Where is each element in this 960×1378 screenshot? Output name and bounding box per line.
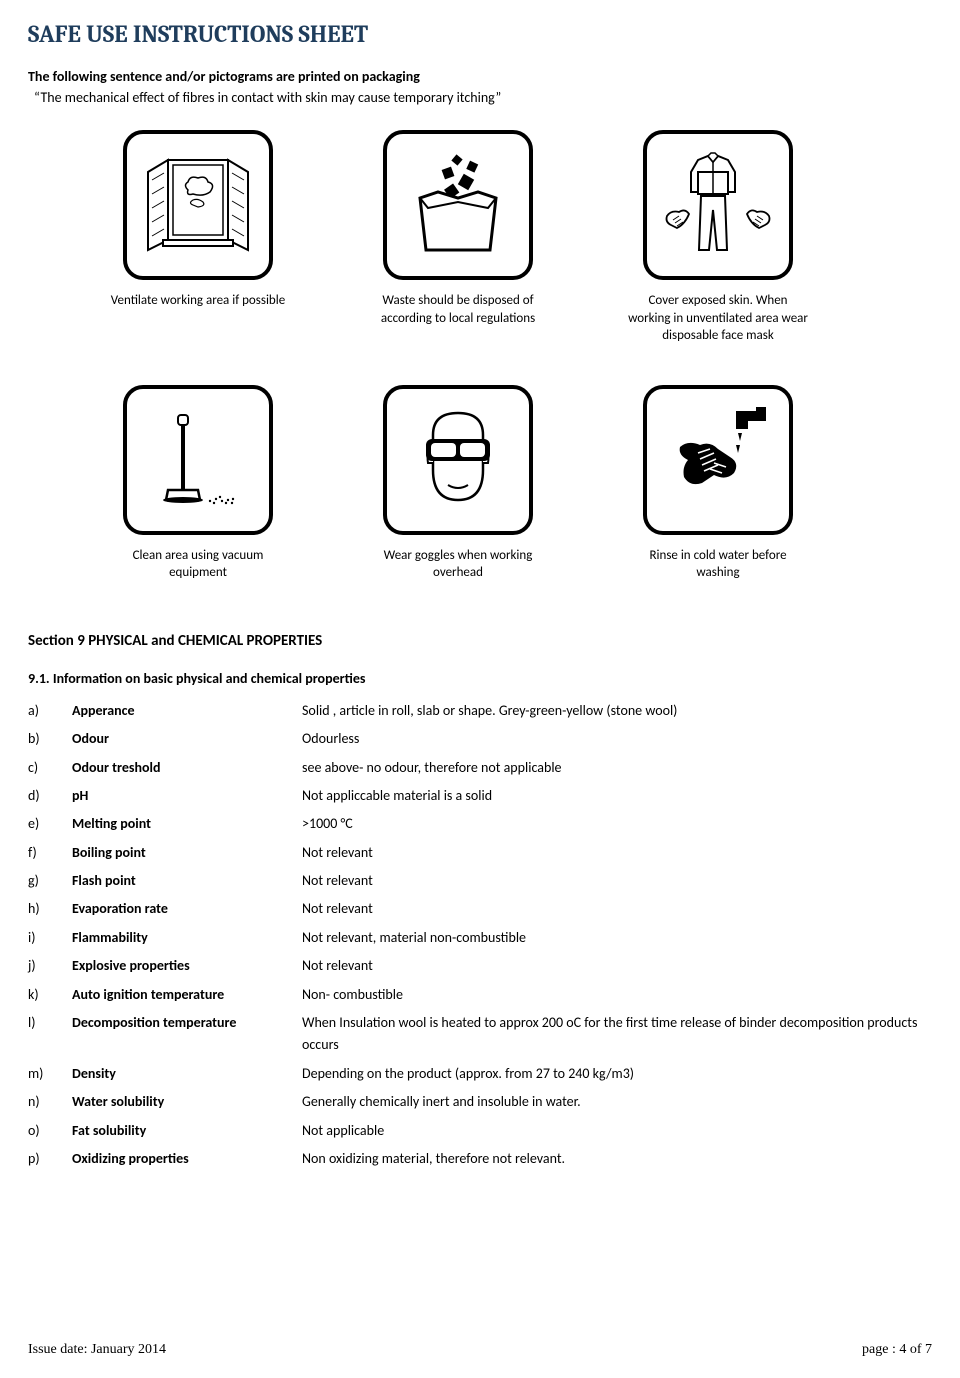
table-row: c)Odour tresholdsee above- no odour, the… <box>28 754 932 782</box>
row-label: Decomposition temperature <box>72 1009 302 1060</box>
cover-icon <box>643 130 793 280</box>
row-value: Non oxidizing material, therefore not re… <box>302 1145 932 1173</box>
goggles-icon <box>383 385 533 535</box>
table-row: f)Boiling pointNot relevant <box>28 839 932 867</box>
row-label: Flammability <box>72 924 302 952</box>
row-letter: e) <box>28 810 72 838</box>
row-letter: f) <box>28 839 72 867</box>
rinse-icon <box>643 385 793 535</box>
row-letter: l) <box>28 1009 72 1060</box>
row-label: Apperance <box>72 697 302 725</box>
waste-icon <box>383 130 533 280</box>
row-label: Fat solubility <box>72 1117 302 1145</box>
row-letter: j) <box>28 952 72 980</box>
quote-text: “The mechanical effect of fibres in cont… <box>28 89 932 106</box>
table-row: a)ApperanceSolid , article in roll, slab… <box>28 697 932 725</box>
table-row: h)Evaporation rateNot relevant <box>28 895 932 923</box>
vacuum-icon <box>123 385 273 535</box>
table-row: e)Melting point>1000 °C <box>28 810 932 838</box>
row-label: Flash point <box>72 867 302 895</box>
row-letter: a) <box>28 697 72 725</box>
row-value: Not appliccable material is a solid <box>302 782 932 810</box>
row-label: pH <box>72 782 302 810</box>
row-letter: h) <box>28 895 72 923</box>
table-row: b)OdourOdourless <box>28 725 932 753</box>
pictogram-caption: Rinse in cold water before washing <box>628 547 808 582</box>
pictogram-vacuum: Clean area using vacuum equipment <box>108 385 288 582</box>
subsection-heading: 9.1. Information on basic physical and c… <box>28 670 932 687</box>
table-row: l)Decomposition temperatureWhen Insulati… <box>28 1009 932 1060</box>
row-value: When Insulation wool is heated to approx… <box>302 1009 932 1060</box>
table-row: m)DensityDepending on the product (appro… <box>28 1060 932 1088</box>
row-value: Not relevant, material non-combustible <box>302 924 932 952</box>
row-letter: k) <box>28 981 72 1009</box>
row-label: Oxidizing properties <box>72 1145 302 1173</box>
row-value: Odourless <box>302 725 932 753</box>
row-letter: m) <box>28 1060 72 1088</box>
table-row: o)Fat solubilityNot applicable <box>28 1117 932 1145</box>
page-footer: Issue date: January 2014 page : 4 of 7 <box>28 1342 932 1358</box>
row-value: Generally chemically inert and insoluble… <box>302 1088 932 1116</box>
row-value: Solid , article in roll, slab or shape. … <box>302 697 932 725</box>
pictogram-row-2: Clean area using vacuum equipment Wear g… <box>28 385 932 582</box>
row-value: Not relevant <box>302 867 932 895</box>
pictogram-caption: Waste should be disposed of according to… <box>368 292 548 327</box>
row-letter: c) <box>28 754 72 782</box>
table-row: p)Oxidizing propertiesNon oxidizing mate… <box>28 1145 932 1173</box>
row-letter: n) <box>28 1088 72 1116</box>
row-label: Auto ignition temperature <box>72 981 302 1009</box>
table-row: d)pHNot appliccable material is a solid <box>28 782 932 810</box>
table-row: g)Flash pointNot relevant <box>28 867 932 895</box>
pictogram-row-1: Ventilate working area if possible Waste… <box>28 130 932 345</box>
row-letter: p) <box>28 1145 72 1173</box>
row-label: Evaporation rate <box>72 895 302 923</box>
pictogram-waste: Waste should be disposed of according to… <box>368 130 548 345</box>
row-value: Not relevant <box>302 952 932 980</box>
row-letter: o) <box>28 1117 72 1145</box>
issue-date: Issue date: January 2014 <box>28 1342 166 1358</box>
section-heading: Section 9 PHYSICAL and CHEMICAL PROPERTI… <box>28 632 932 650</box>
row-letter: d) <box>28 782 72 810</box>
row-value: Not applicable <box>302 1117 932 1145</box>
page-title: SAFE USE INSTRUCTIONS SHEET <box>28 20 932 48</box>
table-row: j)Explosive propertiesNot relevant <box>28 952 932 980</box>
row-value: Not relevant <box>302 895 932 923</box>
table-row: k)Auto ignition temperatureNon- combusti… <box>28 981 932 1009</box>
properties-table: a)ApperanceSolid , article in roll, slab… <box>28 697 932 1174</box>
ventilate-icon <box>123 130 273 280</box>
row-label: Density <box>72 1060 302 1088</box>
row-label: Odour treshold <box>72 754 302 782</box>
row-value: Not relevant <box>302 839 932 867</box>
pictogram-caption: Clean area using vacuum equipment <box>108 547 288 582</box>
row-letter: i) <box>28 924 72 952</box>
page-number: page : 4 of 7 <box>862 1342 932 1358</box>
pictogram-goggles: Wear goggles when working overhead <box>368 385 548 582</box>
pictogram-cover: Cover exposed skin. When working in unve… <box>628 130 808 345</box>
pictogram-ventilate: Ventilate working area if possible <box>108 130 288 345</box>
row-value: see above- no odour, therefore not appli… <box>302 754 932 782</box>
row-label: Odour <box>72 725 302 753</box>
row-label: Melting point <box>72 810 302 838</box>
row-value: Non- combustible <box>302 981 932 1009</box>
row-value: >1000 °C <box>302 810 932 838</box>
pictogram-caption: Cover exposed skin. When working in unve… <box>628 292 808 345</box>
row-label: Water solubility <box>72 1088 302 1116</box>
table-row: i)FlammabilityNot relevant, material non… <box>28 924 932 952</box>
row-letter: b) <box>28 725 72 753</box>
row-value: Depending on the product (approx. from 2… <box>302 1060 932 1088</box>
pictogram-caption: Ventilate working area if possible <box>111 292 285 310</box>
intro-text: The following sentence and/or pictograms… <box>28 68 932 85</box>
row-label: Boiling point <box>72 839 302 867</box>
table-row: n)Water solubilityGenerally chemically i… <box>28 1088 932 1116</box>
pictogram-caption: Wear goggles when working overhead <box>368 547 548 582</box>
row-letter: g) <box>28 867 72 895</box>
row-label: Explosive properties <box>72 952 302 980</box>
pictogram-rinse: Rinse in cold water before washing <box>628 385 808 582</box>
